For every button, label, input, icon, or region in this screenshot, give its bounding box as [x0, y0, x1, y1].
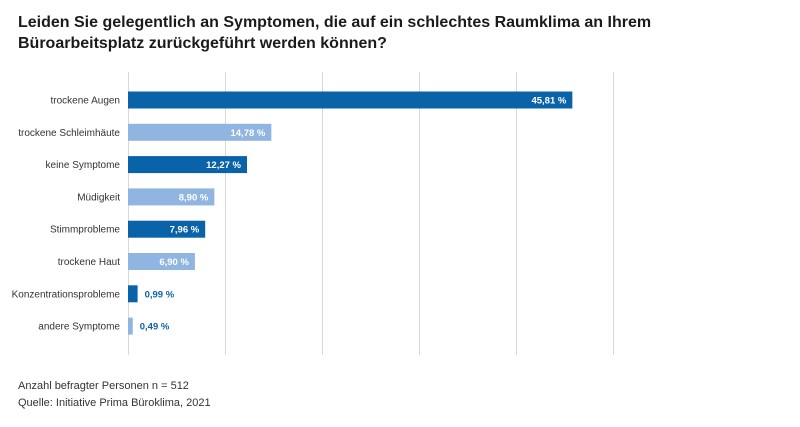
bar	[128, 253, 195, 270]
category-label: keine Symptome	[46, 160, 121, 171]
category-label: trockene Haut	[58, 257, 120, 268]
data-label: 45,81 %	[531, 96, 566, 107]
data-label: 6,90 %	[159, 257, 189, 268]
source-note: Quelle: Initiative Prima Büroklima, 2021	[18, 397, 211, 409]
data-label: 0,99 %	[145, 289, 175, 300]
bar	[128, 91, 573, 109]
category-label: trockene Augen	[51, 96, 121, 107]
data-label: 12,27 %	[206, 160, 241, 171]
bar	[128, 123, 272, 141]
chart-footer: Anzahl befragter Personen n = 512 Quelle…	[18, 378, 211, 412]
data-label: 7,96 %	[170, 225, 200, 236]
category-label: trockene Schleimhäute	[18, 128, 120, 139]
category-label: Stimmprobleme	[50, 225, 120, 236]
category-label: Müdigkeit	[77, 192, 120, 203]
category-label: Konzentrationsprobleme	[12, 289, 121, 300]
bar	[128, 188, 215, 206]
bar	[128, 285, 138, 303]
bar	[128, 156, 248, 174]
data-label: 8,90 %	[179, 192, 209, 203]
category-label: andere Symptome	[38, 322, 120, 333]
bar	[128, 317, 133, 335]
data-label: 0,49 %	[140, 322, 170, 333]
chart-title: Leiden Sie gelegentlich an Symptomen, di…	[18, 14, 652, 52]
bar	[128, 220, 206, 238]
respondents-note: Anzahl befragter Personen n = 512	[18, 380, 189, 392]
data-label: 14,78 %	[230, 128, 265, 139]
